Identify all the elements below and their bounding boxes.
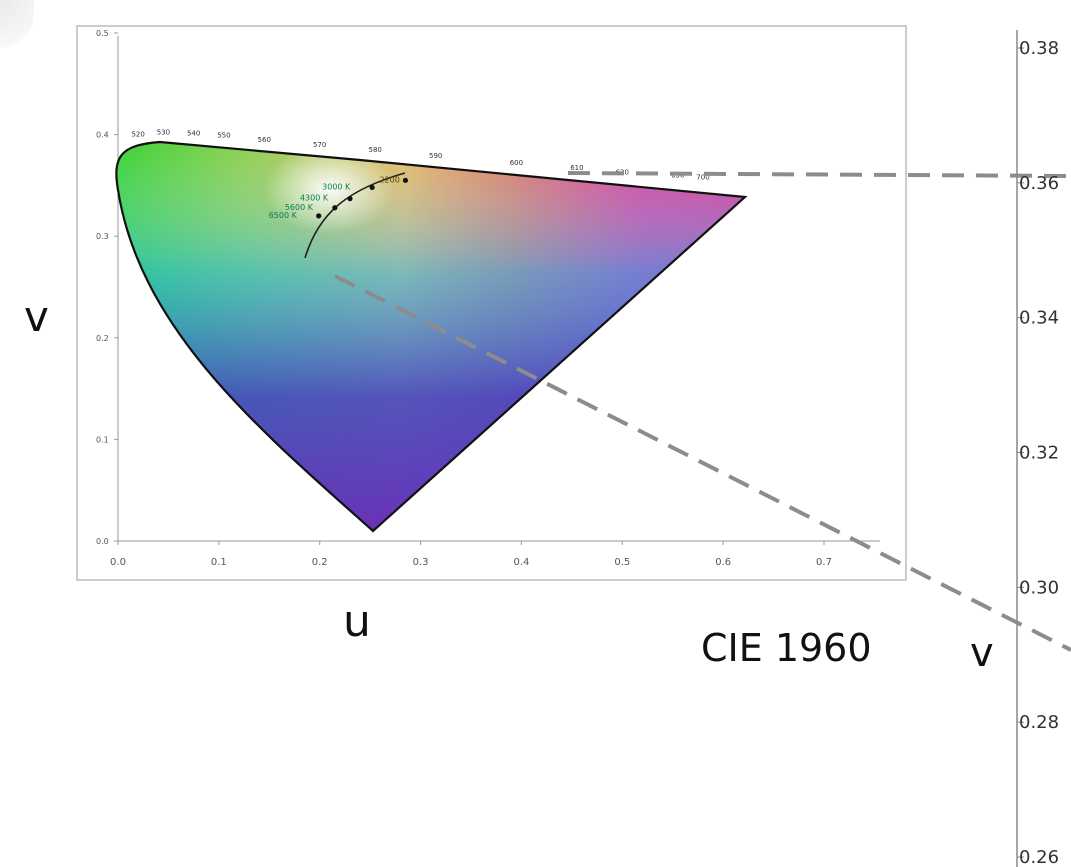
x-tick-label: 0.3 [413, 557, 429, 568]
right-v-ticks: 0.38 0.36 0.34 0.32 0.30 0.28 0.26 [1017, 38, 1059, 867]
wavelength-label: 610 [570, 164, 583, 172]
cct-label: 5600 K [285, 203, 314, 212]
u-axis-label: u [343, 596, 371, 647]
right-tick-label: 0.26 [1019, 847, 1059, 867]
spectral-locus-outline [115, 140, 748, 533]
right-tick-label: 0.34 [1019, 308, 1059, 329]
right-tick-label: 0.36 [1019, 173, 1059, 194]
wavelength-label: 600 [510, 159, 523, 167]
right-tick-label: 0.28 [1019, 712, 1059, 733]
wavelength-label: 700 [696, 173, 709, 181]
v-axis-label-right: v [970, 630, 994, 676]
y-tick-group: 0.0 0.1 0.2 0.3 0.4 0.5 [96, 29, 118, 546]
cct-point [402, 177, 409, 183]
planckian-locus [304, 172, 406, 259]
cct-point [332, 205, 338, 211]
y-tick-label: 0.1 [96, 435, 109, 444]
wavelength-label: 580 [368, 146, 381, 154]
cct-label: 6500 K [269, 211, 298, 220]
cct-point [316, 213, 322, 219]
cct-point [369, 184, 375, 191]
wavelength-label: 520 [131, 131, 144, 139]
wavelength-label: 590 [429, 152, 442, 160]
y-tick-label: 0.5 [96, 29, 109, 38]
wavelength-label: 550 [217, 132, 230, 140]
wavelength-label: 560 [258, 136, 271, 144]
x-tick-label: 0.0 [110, 557, 126, 568]
cct-label: 2200 [379, 175, 399, 184]
x-tick-label: 0.6 [715, 557, 731, 568]
right-tick-label: 0.38 [1019, 38, 1059, 59]
x-tick-label: 0.2 [312, 557, 328, 568]
x-tick-label: 0.4 [513, 557, 529, 568]
right-tick-label: 0.30 [1019, 577, 1059, 598]
zoom-line-upper [567, 171, 1071, 178]
wavelength-label: 570 [313, 141, 326, 149]
x-tick-group: 0.0 0.1 0.2 0.3 0.4 0.5 0.6 0.7 [110, 541, 832, 568]
cct-label: 3000 K [322, 182, 351, 191]
right-tick-label: 0.32 [1019, 443, 1059, 464]
v-axis-label-left: v [24, 292, 49, 341]
y-tick-label: 0.2 [96, 334, 109, 343]
x-tick-label: 0.5 [614, 557, 630, 568]
cct-label: 4300 K [300, 194, 329, 203]
y-tick-label: 0.4 [96, 131, 109, 140]
y-tick-label: 0.3 [96, 232, 109, 241]
wavelength-label: 540 [187, 130, 200, 138]
cct-point [347, 196, 353, 202]
x-tick-label: 0.7 [816, 557, 832, 568]
wavelength-label: 530 [157, 129, 170, 137]
y-tick-label: 0.0 [96, 537, 109, 546]
x-tick-label: 0.1 [211, 557, 227, 568]
chart-caption: CIE 1960 [701, 626, 872, 670]
zoom-line-lower [334, 274, 1071, 652]
